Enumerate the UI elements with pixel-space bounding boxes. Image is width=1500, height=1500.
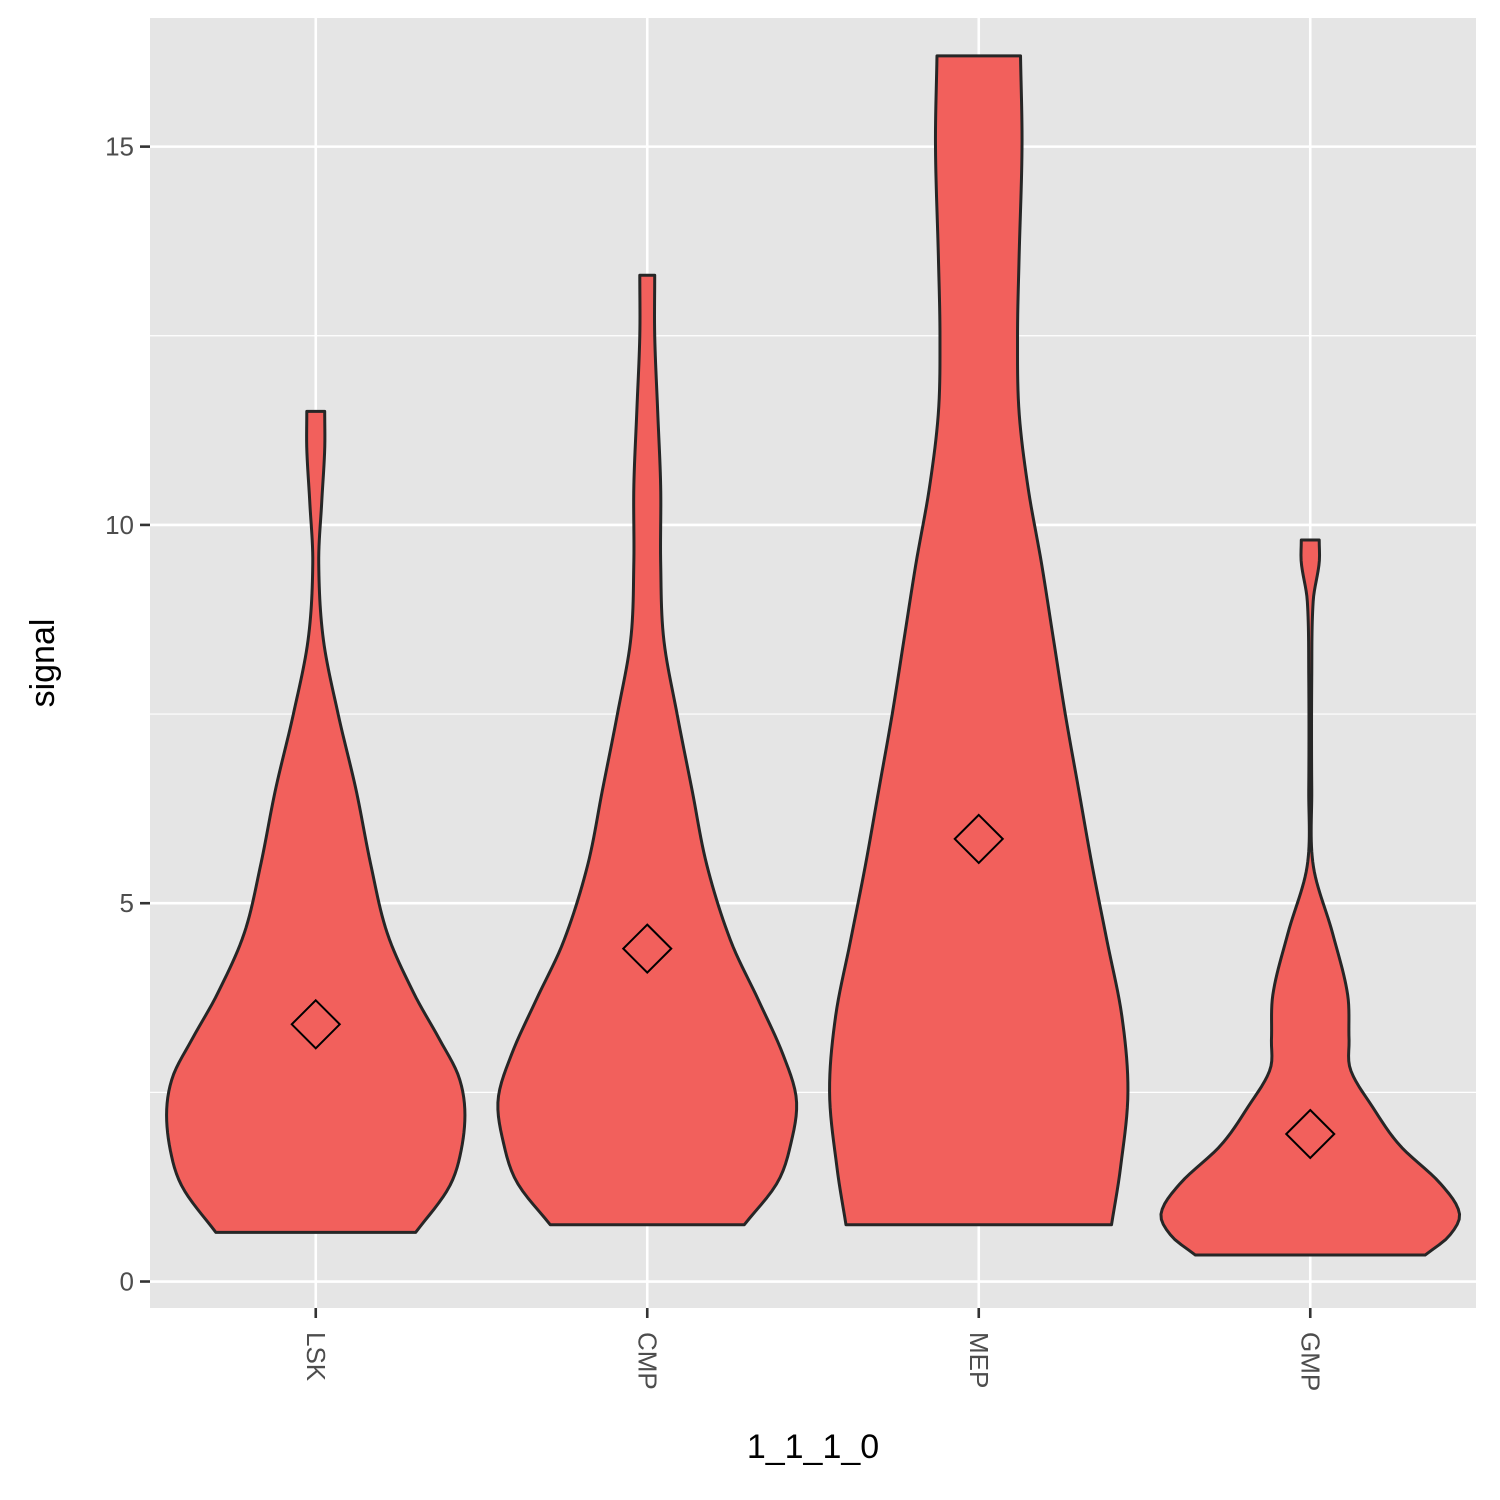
- y-axis: 0 5 10 15: [105, 132, 150, 1297]
- mean-diamond-mep: [953, 813, 1005, 865]
- violin-mep: [828, 54, 1130, 1227]
- violin-lsk: [165, 409, 467, 1234]
- y-tick-label: 0: [120, 1267, 134, 1297]
- x-tick-label: CMP: [632, 1332, 662, 1390]
- y-tick-label: 15: [105, 132, 134, 162]
- x-axis: LSK CMP MEP GMP: [301, 1308, 1325, 1391]
- violin-gmp: [1159, 538, 1462, 1257]
- x-axis-title: 1_1_1_0: [747, 1428, 879, 1466]
- x-tick-label: MEP: [964, 1332, 994, 1388]
- x-tick-label: GMP: [1295, 1332, 1325, 1391]
- y-tick-label: 5: [120, 888, 134, 918]
- y-axis-title: signal: [24, 619, 62, 708]
- mean-diamond-gmp: [1284, 1108, 1336, 1160]
- mean-diamond-lsk: [290, 998, 342, 1050]
- x-tick-label: LSK: [301, 1332, 331, 1382]
- violin-cmp: [496, 273, 799, 1227]
- y-tick-label: 10: [105, 510, 134, 540]
- violin-layer: [165, 54, 1462, 1257]
- mean-diamond-cmp: [621, 923, 673, 975]
